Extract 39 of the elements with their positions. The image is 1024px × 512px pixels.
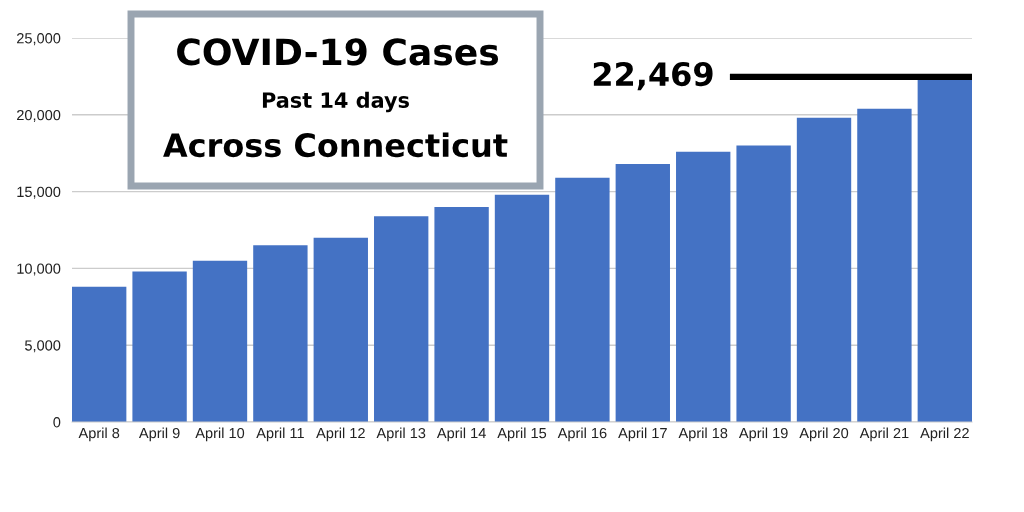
y-tick-label: 0 [53, 417, 61, 428]
x-tick-label: April 11 [256, 427, 304, 442]
x-tick-label: April 9 [138, 427, 180, 442]
annotation: Across Connecticut [163, 132, 508, 158]
y-tick-label: 25,000 [17, 33, 61, 46]
x-tick-label: April 22 [920, 427, 969, 442]
bar [615, 163, 670, 422]
bar [192, 260, 248, 422]
bar [555, 177, 610, 422]
bar [434, 206, 489, 422]
x-tick-label: April 19 [738, 427, 788, 442]
bar [253, 245, 308, 422]
bar [132, 271, 187, 422]
bar [72, 286, 127, 422]
x-tick-label: April 18 [678, 427, 728, 442]
y-tick-label: 10,000 [17, 263, 61, 276]
x-tick-label: April 16 [557, 427, 607, 442]
x-tick-label: April 20 [799, 427, 849, 442]
y-tick-label: 15,000 [17, 186, 61, 199]
bar [676, 151, 731, 422]
x-tick-label: April 21 [859, 427, 909, 442]
x-tick-label: April 17 [618, 427, 667, 442]
chart-title: COVID-19 Cases [177, 38, 499, 66]
y-tick-label: 5,000 [24, 340, 61, 353]
text: Past 14 days [262, 91, 409, 113]
y-tick-label: 20,000 [17, 109, 61, 122]
ref-line-label: 22,469 [593, 61, 713, 91]
x-tick-label: April 14 [436, 427, 486, 442]
x-tick-label: April 13 [376, 427, 426, 442]
bar [313, 237, 368, 422]
x-tick-label: April 10 [195, 427, 245, 442]
x-tick-label: April 12 [316, 427, 365, 442]
bar [374, 216, 429, 422]
bar [857, 108, 912, 422]
bar [796, 117, 852, 422]
x-tick-label: April 8 [78, 427, 120, 442]
bar [494, 194, 550, 422]
x-tick-label: April 15 [497, 427, 547, 442]
bar [736, 145, 791, 422]
